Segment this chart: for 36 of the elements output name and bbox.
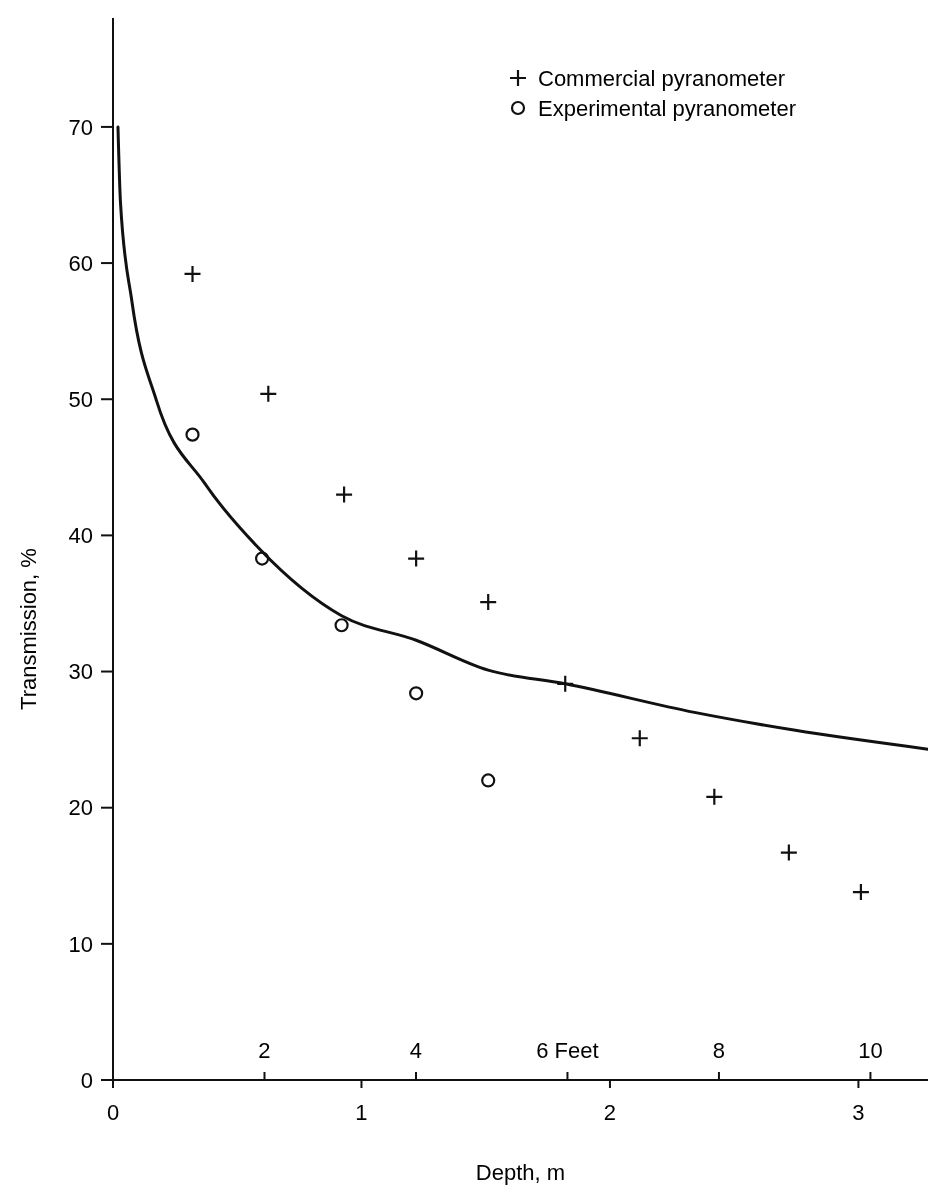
point [334,485,354,504]
point [556,674,575,693]
point [334,618,349,633]
legend-label: Commercial pyranometer [538,65,785,91]
x-tick-label: 3 [852,1100,865,1125]
point [479,593,498,612]
x-tick-label: 0 [106,1100,120,1125]
point [779,843,798,862]
y-tick-label: 70 [68,114,93,140]
legend-label: Experimental pyranometer [538,95,797,121]
x-axis-title: Depth, m [475,1160,566,1185]
y-axis-title: Transmission, % [16,548,41,710]
y-tick-label: 50 [68,386,93,412]
y-tick-label: 20 [68,795,93,821]
point [407,549,426,568]
point [259,384,278,403]
y-tick-label: 0 [80,1067,93,1093]
y-tick-label: 60 [68,250,93,276]
point [254,551,270,566]
point [705,787,724,806]
point [183,264,202,284]
x2-tick-label: 4 [409,1038,423,1063]
y-tick-label: 10 [68,931,93,957]
x-tick-label: 2 [603,1100,617,1125]
y-tick-label: 40 [68,523,93,549]
x2-tick-label: 2 [258,1038,271,1063]
x-tick-label: 1 [355,1100,368,1125]
point [409,686,424,701]
point [185,427,200,442]
x2-tick-label: 8 [712,1038,726,1063]
x2-tick-label: 10 [858,1038,883,1063]
x2-tick-label: 6 Feet [536,1038,599,1063]
point [630,729,649,748]
y-tick-label: 30 [68,659,93,685]
point [481,773,496,788]
point [851,883,871,902]
